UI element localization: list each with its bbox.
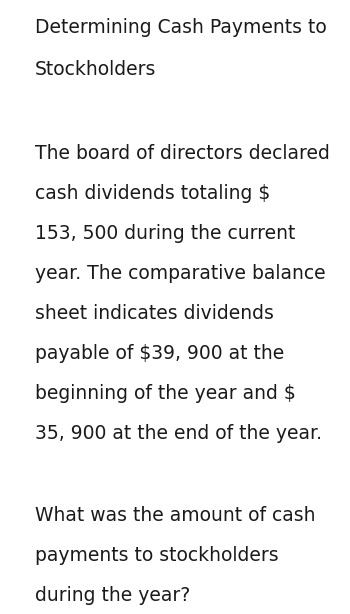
Text: Stockholders: Stockholders bbox=[35, 60, 156, 79]
Text: year. The comparative balance: year. The comparative balance bbox=[35, 264, 326, 283]
Text: Determining Cash Payments to: Determining Cash Payments to bbox=[35, 18, 327, 37]
Text: beginning of the year and $: beginning of the year and $ bbox=[35, 384, 296, 403]
Text: 153, 500 during the current: 153, 500 during the current bbox=[35, 224, 295, 243]
Text: sheet indicates dividends: sheet indicates dividends bbox=[35, 304, 274, 323]
Text: during the year?: during the year? bbox=[35, 586, 190, 605]
Text: payable of $39, 900 at the: payable of $39, 900 at the bbox=[35, 344, 284, 363]
Text: payments to stockholders: payments to stockholders bbox=[35, 546, 279, 565]
Text: cash dividends totaling $: cash dividends totaling $ bbox=[35, 184, 270, 203]
Text: What was the amount of cash: What was the amount of cash bbox=[35, 506, 315, 525]
Text: The board of directors declared: The board of directors declared bbox=[35, 144, 330, 163]
Text: 35, 900 at the end of the year.: 35, 900 at the end of the year. bbox=[35, 424, 322, 443]
